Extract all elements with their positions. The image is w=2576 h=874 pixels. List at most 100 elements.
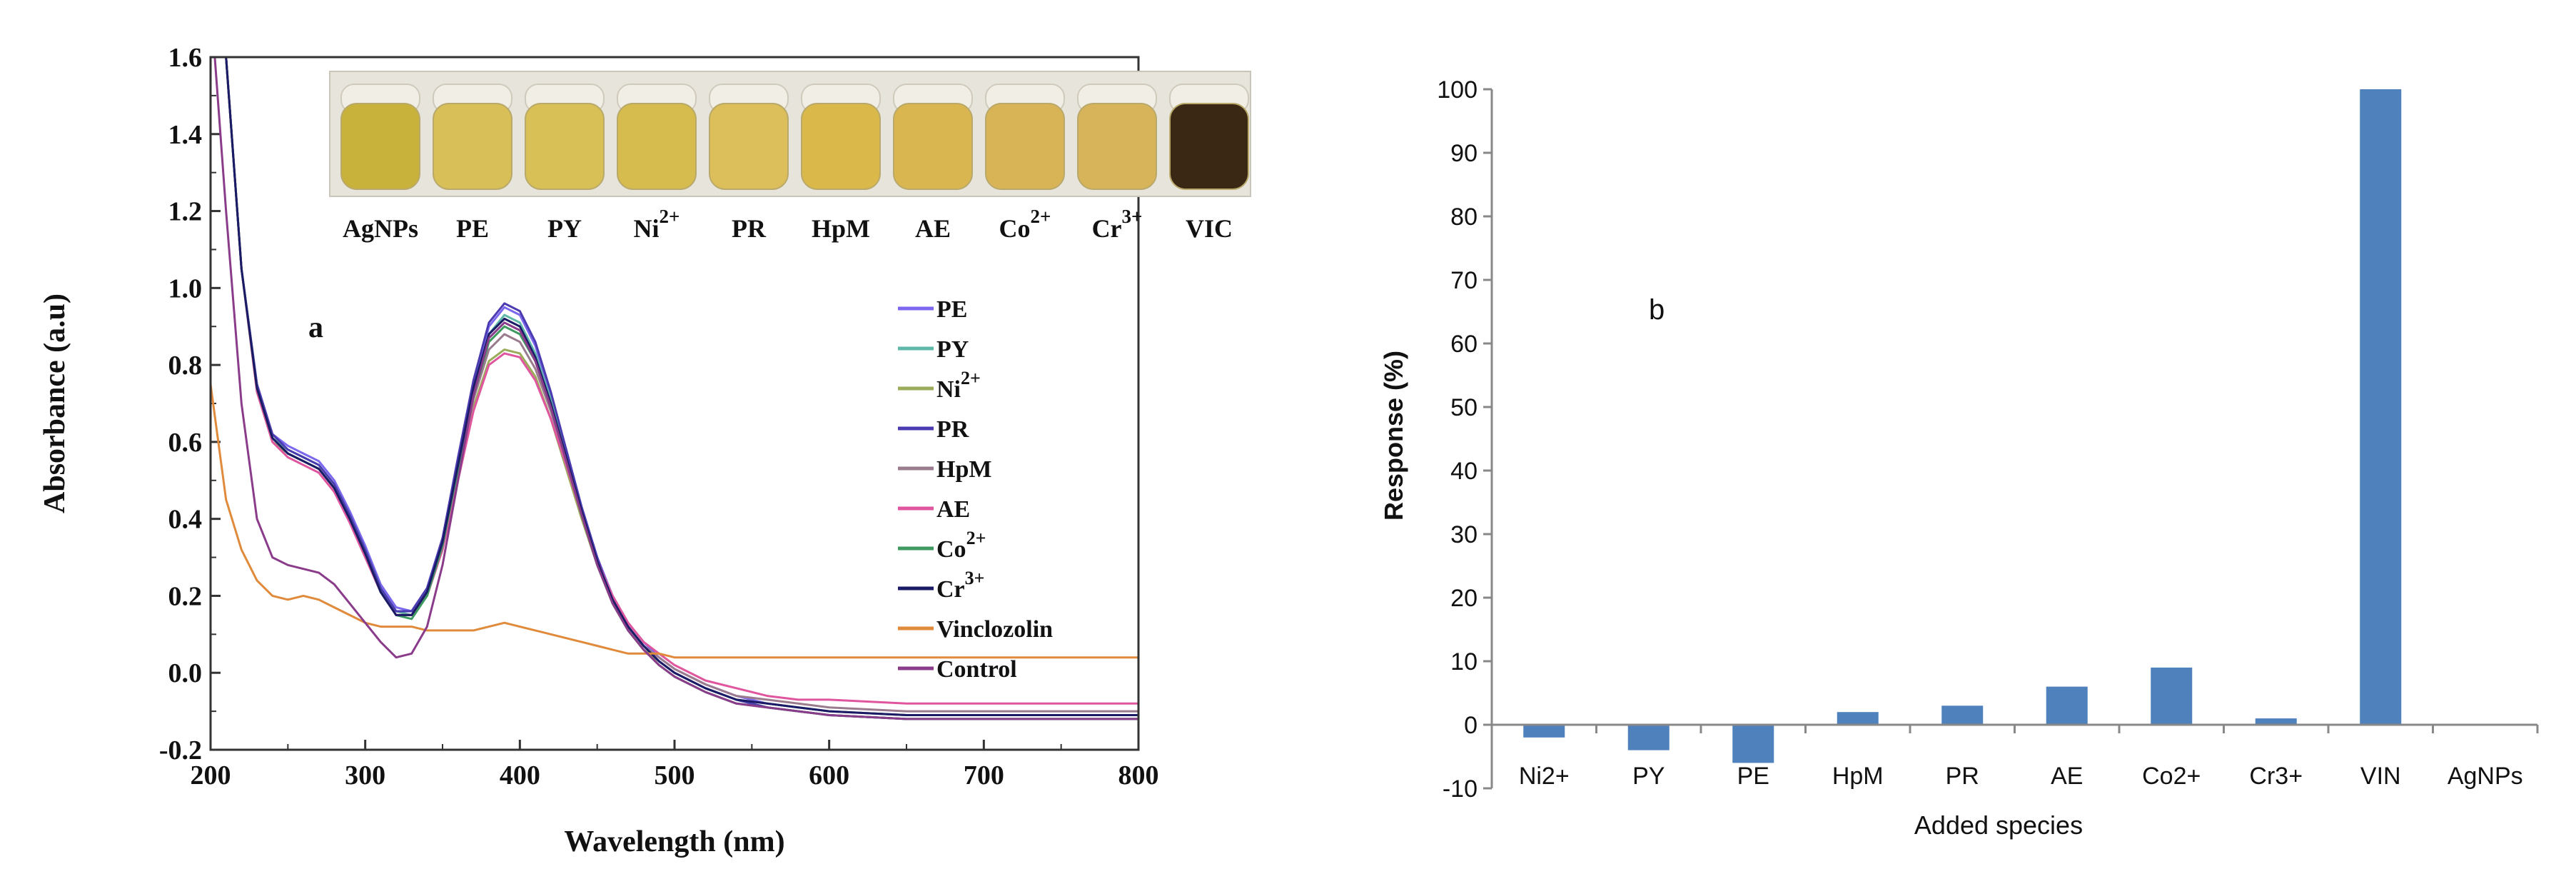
x-tick-label: 500 <box>655 760 695 790</box>
legend-label-cr: Cr3+ <box>936 568 984 603</box>
panel-a-absorbance-chart: 200 300 400 500 600 700 800 -0.2 0.0 0.2 0.4 0.6 0.… <box>39 43 1251 858</box>
vial-label: AgNPs <box>343 214 418 243</box>
y-tick-label: 100 <box>1437 76 1478 104</box>
legend-label-control: Control <box>936 656 1017 683</box>
vial-liquid <box>893 103 973 190</box>
y-tick-label: 70 <box>1450 267 1478 294</box>
y-tick-label: 1.0 <box>168 273 203 303</box>
y-tick-label: 80 <box>1450 204 1478 231</box>
panel-a-y-tick-labels: -0.2 0.0 0.2 0.4 0.6 0.8 1.0 1.2 1.4 1.6 <box>159 43 202 765</box>
series-line-cr <box>225 57 1138 716</box>
vial-liquid <box>1169 103 1249 190</box>
bar-ni2plus <box>1523 725 1565 738</box>
vial-label: VIC <box>1186 214 1233 243</box>
bar-pr <box>1941 705 1984 725</box>
series-line-ae <box>225 57 1138 705</box>
panel-b-x-axis-title: Added species <box>1914 810 2083 840</box>
vial-liquid <box>525 103 605 190</box>
y-tick-label: 1.4 <box>168 120 203 150</box>
bar-pe <box>1732 725 1774 763</box>
x-tick-label: 600 <box>809 760 849 790</box>
x-tick-label: Co2+ <box>2142 763 2201 790</box>
bar-co2plus <box>2151 667 2193 725</box>
vial-label: Co2+ <box>999 206 1051 243</box>
legend-label-pr: PR <box>936 416 969 443</box>
panel-a-axes-frame <box>209 56 1140 751</box>
vial-liquid <box>709 103 789 190</box>
vial-liquid <box>1077 103 1157 190</box>
vial-label: PY <box>547 214 582 243</box>
series-line-control <box>213 57 1138 720</box>
series-line-vinclozolin <box>211 383 1138 659</box>
y-tick-label: 40 <box>1450 458 1478 485</box>
legend-label-ae: AE <box>936 496 970 523</box>
panel-a-series-lines <box>211 57 1138 720</box>
vial-liquid <box>801 103 881 190</box>
vial-label: PE <box>456 214 489 243</box>
panel-a-vial-photo-inset: AgNPs PE PY Ni2+ PR HpM AE Co2+ Cr3+ VIC <box>329 71 1251 243</box>
x-tick-label: 300 <box>345 760 385 790</box>
legend-label-py: PY <box>936 336 969 363</box>
y-tick-label: 0 <box>1464 712 1478 739</box>
panel-b-label: b <box>1649 294 1665 326</box>
x-tick-label: AE <box>2051 763 2083 790</box>
vial-label: HpM <box>812 214 870 243</box>
legend-label-pe: PE <box>936 296 967 323</box>
y-tick-label: -0.2 <box>159 735 202 765</box>
series-line-pe <box>225 57 1138 716</box>
y-tick-label: 20 <box>1450 585 1478 612</box>
x-tick-label: Ni2+ <box>1519 763 1570 790</box>
y-tick-label: 50 <box>1450 394 1478 421</box>
x-tick-label: 800 <box>1118 760 1159 790</box>
vial-liquid <box>617 103 697 190</box>
y-tick-label: 60 <box>1450 331 1478 358</box>
vial-liquid <box>985 103 1065 190</box>
x-tick-label: Cr3+ <box>2249 763 2303 790</box>
panel-b-y-axis-title: Response (%) <box>1379 351 1408 521</box>
panel-b-response-chart: Ni2+ PY PE HpM PR AE Co2+ Cr3+ VIN AgNPs -10 0 10 20… <box>1379 76 2539 840</box>
x-tick-label: 200 <box>191 760 231 790</box>
x-tick-label: AgNPs <box>2448 763 2523 790</box>
x-tick-label: HpM <box>1832 763 1884 790</box>
panel-a-x-axis-title: Wavelength (nm) <box>564 825 784 858</box>
vial-row <box>340 84 1249 190</box>
y-tick-label: 10 <box>1450 648 1478 675</box>
y-tick-label: 0.8 <box>168 351 203 381</box>
y-tick-label: 0.2 <box>168 581 203 611</box>
bar-ae <box>2046 686 2088 725</box>
vial-label: PR <box>732 214 767 243</box>
y-tick-label: 0.4 <box>168 505 203 535</box>
vial-liquid <box>433 103 512 190</box>
vial-label: AE <box>915 214 951 243</box>
panel-b-ticks <box>1483 88 2539 790</box>
vial-labels: AgNPs PE PY Ni2+ PR HpM AE Co2+ Cr3+ VIC <box>343 206 1233 243</box>
x-tick-label: 700 <box>964 760 1004 790</box>
panel-a-x-tick-labels: 200 300 400 500 600 700 800 <box>191 760 1159 790</box>
bar-py <box>1627 725 1670 750</box>
bar-vin <box>2360 89 2402 725</box>
y-tick-label: 0.6 <box>168 428 203 458</box>
x-tick-label: PE <box>1737 763 1769 790</box>
y-tick-label: 0.0 <box>168 658 203 688</box>
y-tick-label: 30 <box>1450 521 1478 548</box>
bar-hpm <box>1837 712 1879 725</box>
y-tick-label: -10 <box>1443 775 1478 803</box>
legend-label-co: Co2+ <box>936 528 986 563</box>
panel-b-x-tick-labels: Ni2+ PY PE HpM PR AE Co2+ Cr3+ VIN AgNPs <box>1519 763 2523 790</box>
y-tick-label: 1.2 <box>168 197 203 227</box>
x-tick-label: PR <box>1946 763 1979 790</box>
panel-b-bars <box>1523 89 2402 763</box>
series-line-pr <box>225 57 1138 720</box>
vial-liquid <box>340 103 420 190</box>
y-tick-label: 90 <box>1450 140 1478 167</box>
legend-label-vinclozolin: Vinclozolin <box>936 616 1053 643</box>
vial-label: Cr3+ <box>1092 206 1143 243</box>
vial-label: Ni2+ <box>634 206 680 243</box>
y-tick-label: 1.6 <box>168 43 203 73</box>
legend-label-ni: Ni2+ <box>936 368 981 403</box>
x-tick-label: VIN <box>2360 763 2401 790</box>
panel-a-y-axis-title: Absorbance (a.u) <box>39 293 71 513</box>
panel-a-legend: PE PY Ni2+ PR HpM AE Co2+ Cr3+ Vinclozolin Contro… <box>898 296 1053 683</box>
bar-cr3plus <box>2255 718 2297 725</box>
